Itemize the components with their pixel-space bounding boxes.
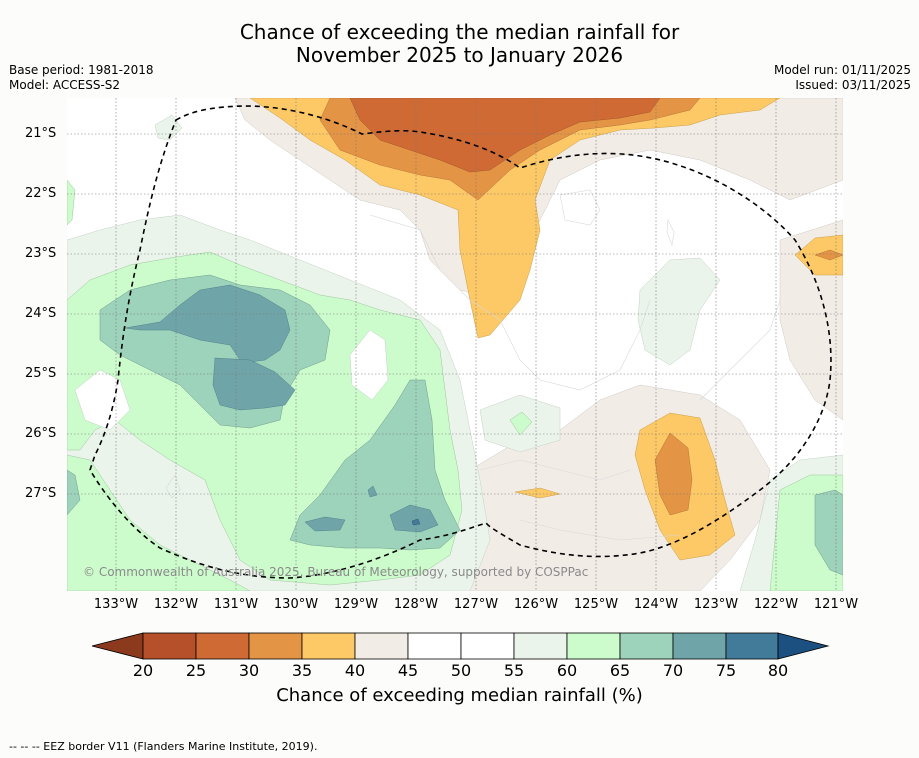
contour-line-2 — [559, 189, 601, 226]
colorbar-bin-50-55 — [460, 632, 515, 660]
lon-label: 127°W — [453, 597, 499, 612]
colorbar-bin-65-70 — [619, 632, 674, 660]
copyright-credit: © Commonwealth of Australia 2025, Bureau… — [83, 565, 589, 579]
lon-label: 124°W — [633, 597, 679, 612]
lat-label: 23°S — [25, 246, 57, 261]
colorbar-tick: 75 — [715, 661, 737, 680]
contour-60-65-sw — [67, 454, 251, 591]
lon-label: 131°W — [213, 597, 259, 612]
gridlines — [67, 98, 843, 591]
lon-label: 121°W — [813, 597, 859, 612]
colorbar-bin-25-30 — [195, 632, 250, 660]
title-line-1: Chance of exceeding the median rainfall … — [239, 20, 680, 44]
colorbar — [91, 632, 830, 660]
colorbar-tick: 40 — [344, 661, 366, 680]
base-period-label: Base period: 1981-2018 — [9, 63, 154, 77]
lat-label: 25°S — [25, 366, 57, 381]
model-run-label: Model run: 01/11/2025 — [773, 63, 911, 77]
contour-35-40-small — [514, 487, 561, 499]
lon-label: 122°W — [753, 597, 799, 612]
lat-label: 22°S — [25, 186, 57, 201]
colorbar-bin-20-25 — [142, 632, 197, 660]
colorbar-title: Chance of exceeding median rainfall (%) — [276, 685, 643, 706]
colorbar-tick: 65 — [609, 661, 631, 680]
map-plot-area — [67, 98, 843, 591]
contour-hole-w — [349, 329, 389, 401]
colorbar-bin-75-80 — [725, 632, 779, 660]
contour-30-35-se — [654, 432, 693, 516]
contour-line-3 — [666, 218, 675, 247]
contour-70-75-w2 — [212, 357, 296, 411]
colorbar-bin-45-50 — [407, 632, 462, 660]
colorbar-bin-55-60 — [513, 632, 568, 660]
contour-line-5 — [165, 474, 181, 499]
model-label: Model: ACCESS-S2 — [9, 78, 121, 92]
lon-label: 132°W — [153, 597, 199, 612]
colorbar-tick: 25 — [185, 661, 207, 680]
colorbar-tick: 35 — [291, 661, 313, 680]
lat-label: 21°S — [25, 126, 57, 141]
contour-65-70-w2 — [67, 469, 81, 516]
lat-label: 26°S — [25, 426, 57, 441]
contour-25-30 — [349, 98, 661, 173]
lon-label: 133°W — [93, 597, 139, 612]
eez-footnote: -- -- -- EEZ border V11 (Flanders Marine… — [9, 740, 318, 753]
lon-label: 125°W — [573, 597, 619, 612]
contour-line-4 — [699, 299, 781, 401]
contour-line-6 — [479, 459, 631, 481]
colorbar-tick: 30 — [238, 661, 260, 680]
colorbar-tick: 55 — [503, 661, 525, 680]
contour-70-75-w — [124, 284, 291, 363]
lon-label: 128°W — [393, 597, 439, 612]
colorbar-bin-60-65 — [566, 632, 621, 660]
contour-line-7 — [519, 519, 681, 541]
contour-70-75-s2 — [304, 516, 346, 532]
colorbar-extend-low — [91, 632, 144, 660]
contour-line-1 — [369, 214, 651, 391]
colorbar-tick: 20 — [132, 661, 154, 680]
lon-label: 126°W — [513, 597, 559, 612]
lat-label: 27°S — [25, 486, 57, 501]
colorbar-bin-35-40 — [301, 632, 356, 660]
lon-label: 130°W — [273, 597, 319, 612]
contour-55-60-e — [637, 257, 721, 366]
colorbar-tick: 80 — [767, 661, 789, 680]
colorbar-tick: 45 — [397, 661, 419, 680]
title-line-2: November 2025 to January 2026 — [295, 43, 624, 67]
contour-60-65-nw — [67, 179, 76, 226]
eez-border — [89, 105, 832, 579]
contour-60-65-c — [509, 411, 533, 436]
contour-70-75-s3 — [367, 485, 378, 498]
colorbar-bin-40-45 — [354, 632, 409, 660]
colorbar-tick: 70 — [662, 661, 684, 680]
colorbar-bin-30-35 — [248, 632, 303, 660]
lat-label: 24°S — [25, 306, 57, 321]
issued-label: Issued: 03/11/2025 — [795, 78, 911, 92]
colorbar-extend-high — [777, 632, 830, 660]
colorbar-tick: 60 — [556, 661, 578, 680]
lon-label: 123°W — [693, 597, 739, 612]
lon-label: 129°W — [333, 597, 379, 612]
contour-70-75-s — [389, 504, 439, 533]
colorbar-bin-70-75 — [672, 632, 727, 660]
colorbar-tick: 50 — [450, 661, 472, 680]
